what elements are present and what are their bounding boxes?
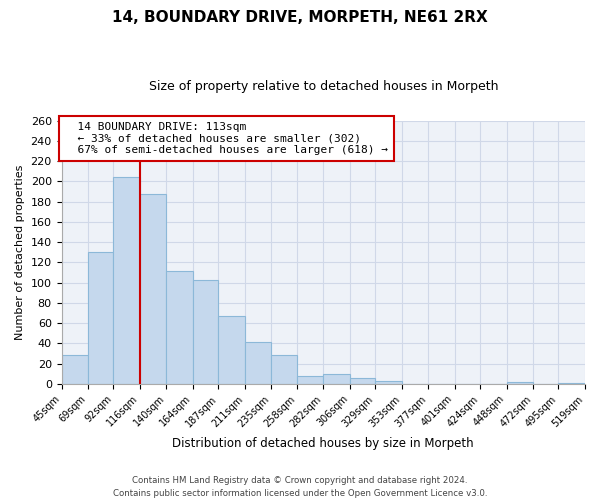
Bar xyxy=(350,378,375,384)
Bar xyxy=(245,342,271,384)
Y-axis label: Number of detached properties: Number of detached properties xyxy=(15,164,25,340)
Title: Size of property relative to detached houses in Morpeth: Size of property relative to detached ho… xyxy=(149,80,498,93)
Bar xyxy=(559,383,585,384)
Bar xyxy=(218,316,245,384)
Bar xyxy=(88,252,113,384)
X-axis label: Distribution of detached houses by size in Morpeth: Distribution of detached houses by size … xyxy=(172,437,474,450)
Bar xyxy=(271,354,297,384)
Bar xyxy=(506,382,533,384)
Bar xyxy=(140,194,166,384)
Text: 14 BOUNDARY DRIVE: 113sqm
  ← 33% of detached houses are smaller (302)
  67% of : 14 BOUNDARY DRIVE: 113sqm ← 33% of detac… xyxy=(64,122,388,155)
Bar xyxy=(113,178,140,384)
Bar xyxy=(62,354,88,384)
Text: Contains HM Land Registry data © Crown copyright and database right 2024.
Contai: Contains HM Land Registry data © Crown c… xyxy=(113,476,487,498)
Bar xyxy=(297,376,323,384)
Text: 14, BOUNDARY DRIVE, MORPETH, NE61 2RX: 14, BOUNDARY DRIVE, MORPETH, NE61 2RX xyxy=(112,10,488,25)
Bar xyxy=(375,381,401,384)
Bar xyxy=(323,374,350,384)
Bar xyxy=(166,270,193,384)
Bar xyxy=(193,280,218,384)
